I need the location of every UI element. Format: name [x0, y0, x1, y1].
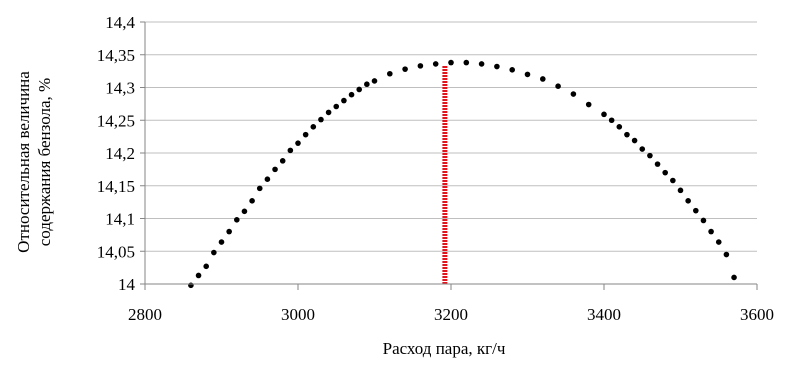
data-point [715, 239, 722, 245]
data-point [608, 117, 615, 124]
data-point [256, 185, 263, 192]
data-point [272, 166, 278, 173]
data-point [693, 207, 699, 214]
data-point [264, 176, 271, 182]
data-point [203, 263, 209, 270]
y-tick-label: 14 [118, 275, 136, 294]
data-point [494, 63, 500, 70]
data-point [348, 91, 355, 98]
x-tick-label: 3200 [434, 305, 468, 324]
y-axis-title-line1: Относительная величина [14, 71, 33, 253]
data-point [249, 198, 255, 204]
x-tick-label: 3600 [740, 305, 774, 324]
data-point [195, 272, 202, 279]
y-tick-label: 14,35 [97, 46, 135, 65]
y-axis-title: Относительная величина содержания бензол… [14, 71, 54, 253]
y-tick-label: 14,15 [97, 177, 135, 196]
y-tick-label: 14,05 [97, 242, 135, 261]
data-point [555, 83, 561, 89]
data-point [279, 158, 286, 164]
data-point [647, 152, 653, 159]
data-points [188, 59, 737, 289]
data-point [341, 97, 347, 104]
x-tick-labels: 2800 3000 3200 3400 3600 [128, 305, 774, 324]
data-point [478, 61, 485, 67]
data-point [188, 282, 194, 289]
data-point [371, 78, 378, 84]
x-tick-label: 3000 [281, 305, 315, 324]
data-point [417, 63, 424, 69]
data-point [364, 81, 370, 88]
data-point [448, 59, 454, 66]
data-point [631, 137, 638, 144]
data-point [356, 86, 363, 93]
data-point [432, 61, 439, 67]
y-tick-label: 14,1 [105, 210, 135, 229]
data-point [624, 131, 630, 138]
y-axis-title-line2: содержания бензола, % [35, 78, 54, 246]
data-point [287, 147, 294, 154]
data-point [318, 116, 324, 123]
data-point [570, 91, 577, 97]
data-point [211, 249, 217, 256]
x-axis-title: Расход пара, кг/ч [383, 339, 506, 358]
y-tick-label: 14,25 [97, 111, 135, 130]
data-point [616, 124, 623, 130]
data-point [654, 161, 661, 167]
data-point [463, 59, 470, 66]
y-tick-labels: 14 14,05 14,1 14,15 14,2 14,25 14,3 14,35 14,4 [97, 13, 136, 294]
data-point [295, 140, 301, 146]
y-tick-label: 14,4 [105, 13, 135, 32]
data-point [601, 111, 607, 118]
data-point [540, 76, 546, 82]
data-point [325, 109, 332, 116]
data-point [639, 146, 646, 152]
data-point [402, 66, 408, 72]
x-tick-label: 2800 [128, 305, 162, 324]
data-point [524, 71, 531, 78]
data-point [310, 124, 317, 130]
grid-lines [145, 21, 757, 252]
data-point [234, 217, 240, 223]
data-point [333, 103, 340, 110]
data-point [387, 70, 393, 77]
data-point [509, 67, 515, 73]
y-tick-label: 14,3 [105, 79, 135, 98]
data-point [723, 251, 730, 258]
data-point [241, 208, 248, 215]
y-tick-label: 14,2 [105, 144, 135, 163]
data-point [670, 177, 676, 184]
data-point [226, 228, 232, 235]
data-point [700, 217, 707, 224]
data-point [662, 169, 668, 176]
data-point [218, 239, 225, 245]
data-point [585, 101, 592, 108]
data-point [731, 274, 737, 281]
x-tick-label: 3400 [587, 305, 621, 324]
data-point [708, 228, 714, 235]
data-point [677, 187, 684, 194]
data-point [685, 198, 691, 204]
axes [140, 21, 758, 290]
data-point [302, 131, 309, 138]
